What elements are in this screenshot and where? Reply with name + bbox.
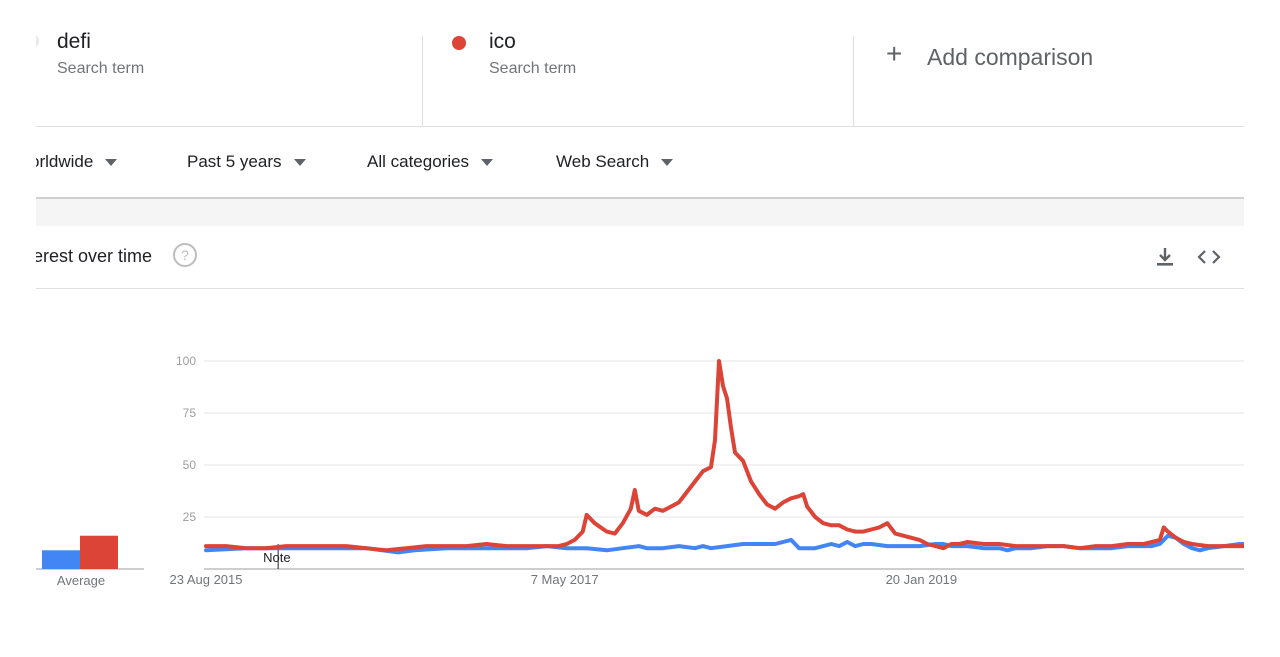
series-line-1 — [204, 359, 1244, 553]
search-term-sub: Search term — [489, 60, 577, 77]
search-term-ico[interactable]: ico Search term — [422, 30, 854, 126]
x-tick-label: 20 Jan 2019 — [886, 572, 958, 587]
search-terms-row: defi Search term ico Search term + Add c… — [36, 30, 1244, 127]
search-type-dropdown[interactable]: Web Search — [556, 152, 674, 172]
x-tick-label: 7 May 2017 — [531, 572, 599, 587]
add-comparison-label: Add comparison — [927, 44, 1094, 70]
average-bar — [80, 535, 118, 569]
filters-row: orldwide Past 5 years All categories Web… — [36, 127, 1244, 199]
search-term-defi[interactable]: defi Search term — [36, 30, 422, 126]
interest-over-time-header: terest over time ? — [36, 226, 1244, 289]
x-tick-label: 23 Aug 2015 — [169, 572, 242, 587]
average-label: Average — [57, 573, 105, 588]
time-range-dropdown[interactable]: Past 5 years — [187, 152, 306, 172]
average-bar — [42, 550, 80, 569]
region-dropdown[interactable]: orldwide — [36, 152, 118, 172]
code-embed-icon[interactable] — [1196, 244, 1222, 270]
category-dropdown[interactable]: All categories — [367, 152, 494, 172]
download-icon[interactable] — [1152, 244, 1178, 270]
series-line-0 — [204, 533, 1244, 555]
section-title: terest over time — [36, 246, 153, 266]
section-divider — [36, 199, 1244, 226]
note-label: Note — [263, 550, 290, 565]
chevron-down-icon — [105, 158, 118, 166]
search-term-name[interactable]: defi — [57, 30, 91, 53]
plus-icon: + — [886, 38, 903, 69]
search-type-label: Web Search — [556, 152, 650, 171]
chevron-down-icon — [481, 158, 494, 166]
chevron-down-icon — [293, 158, 306, 166]
trends-panel: defi Search term ico Search term + Add c… — [36, 0, 1244, 657]
interest-over-time-chart: 25 50 75 100 23 Aug 2015 7 May 2017 20 Jan 201… — [36, 354, 1244, 588]
term-color-dot — [36, 34, 39, 48]
add-comparison-button[interactable]: + Add comparison — [853, 36, 1244, 126]
y-tick-label: 50 — [183, 458, 197, 472]
term-color-dot — [452, 36, 466, 50]
y-tick-label: 75 — [183, 406, 197, 420]
time-range-label: Past 5 years — [187, 152, 282, 171]
chevron-down-icon — [661, 158, 674, 166]
help-circle-icon[interactable]: ? — [173, 243, 197, 267]
category-label: All categories — [367, 152, 470, 171]
region-label: orldwide — [36, 152, 94, 171]
search-term-name[interactable]: ico — [489, 30, 516, 53]
y-tick-label: 100 — [176, 354, 196, 368]
search-term-sub: Search term — [57, 60, 145, 77]
y-tick-label: 25 — [183, 510, 197, 524]
